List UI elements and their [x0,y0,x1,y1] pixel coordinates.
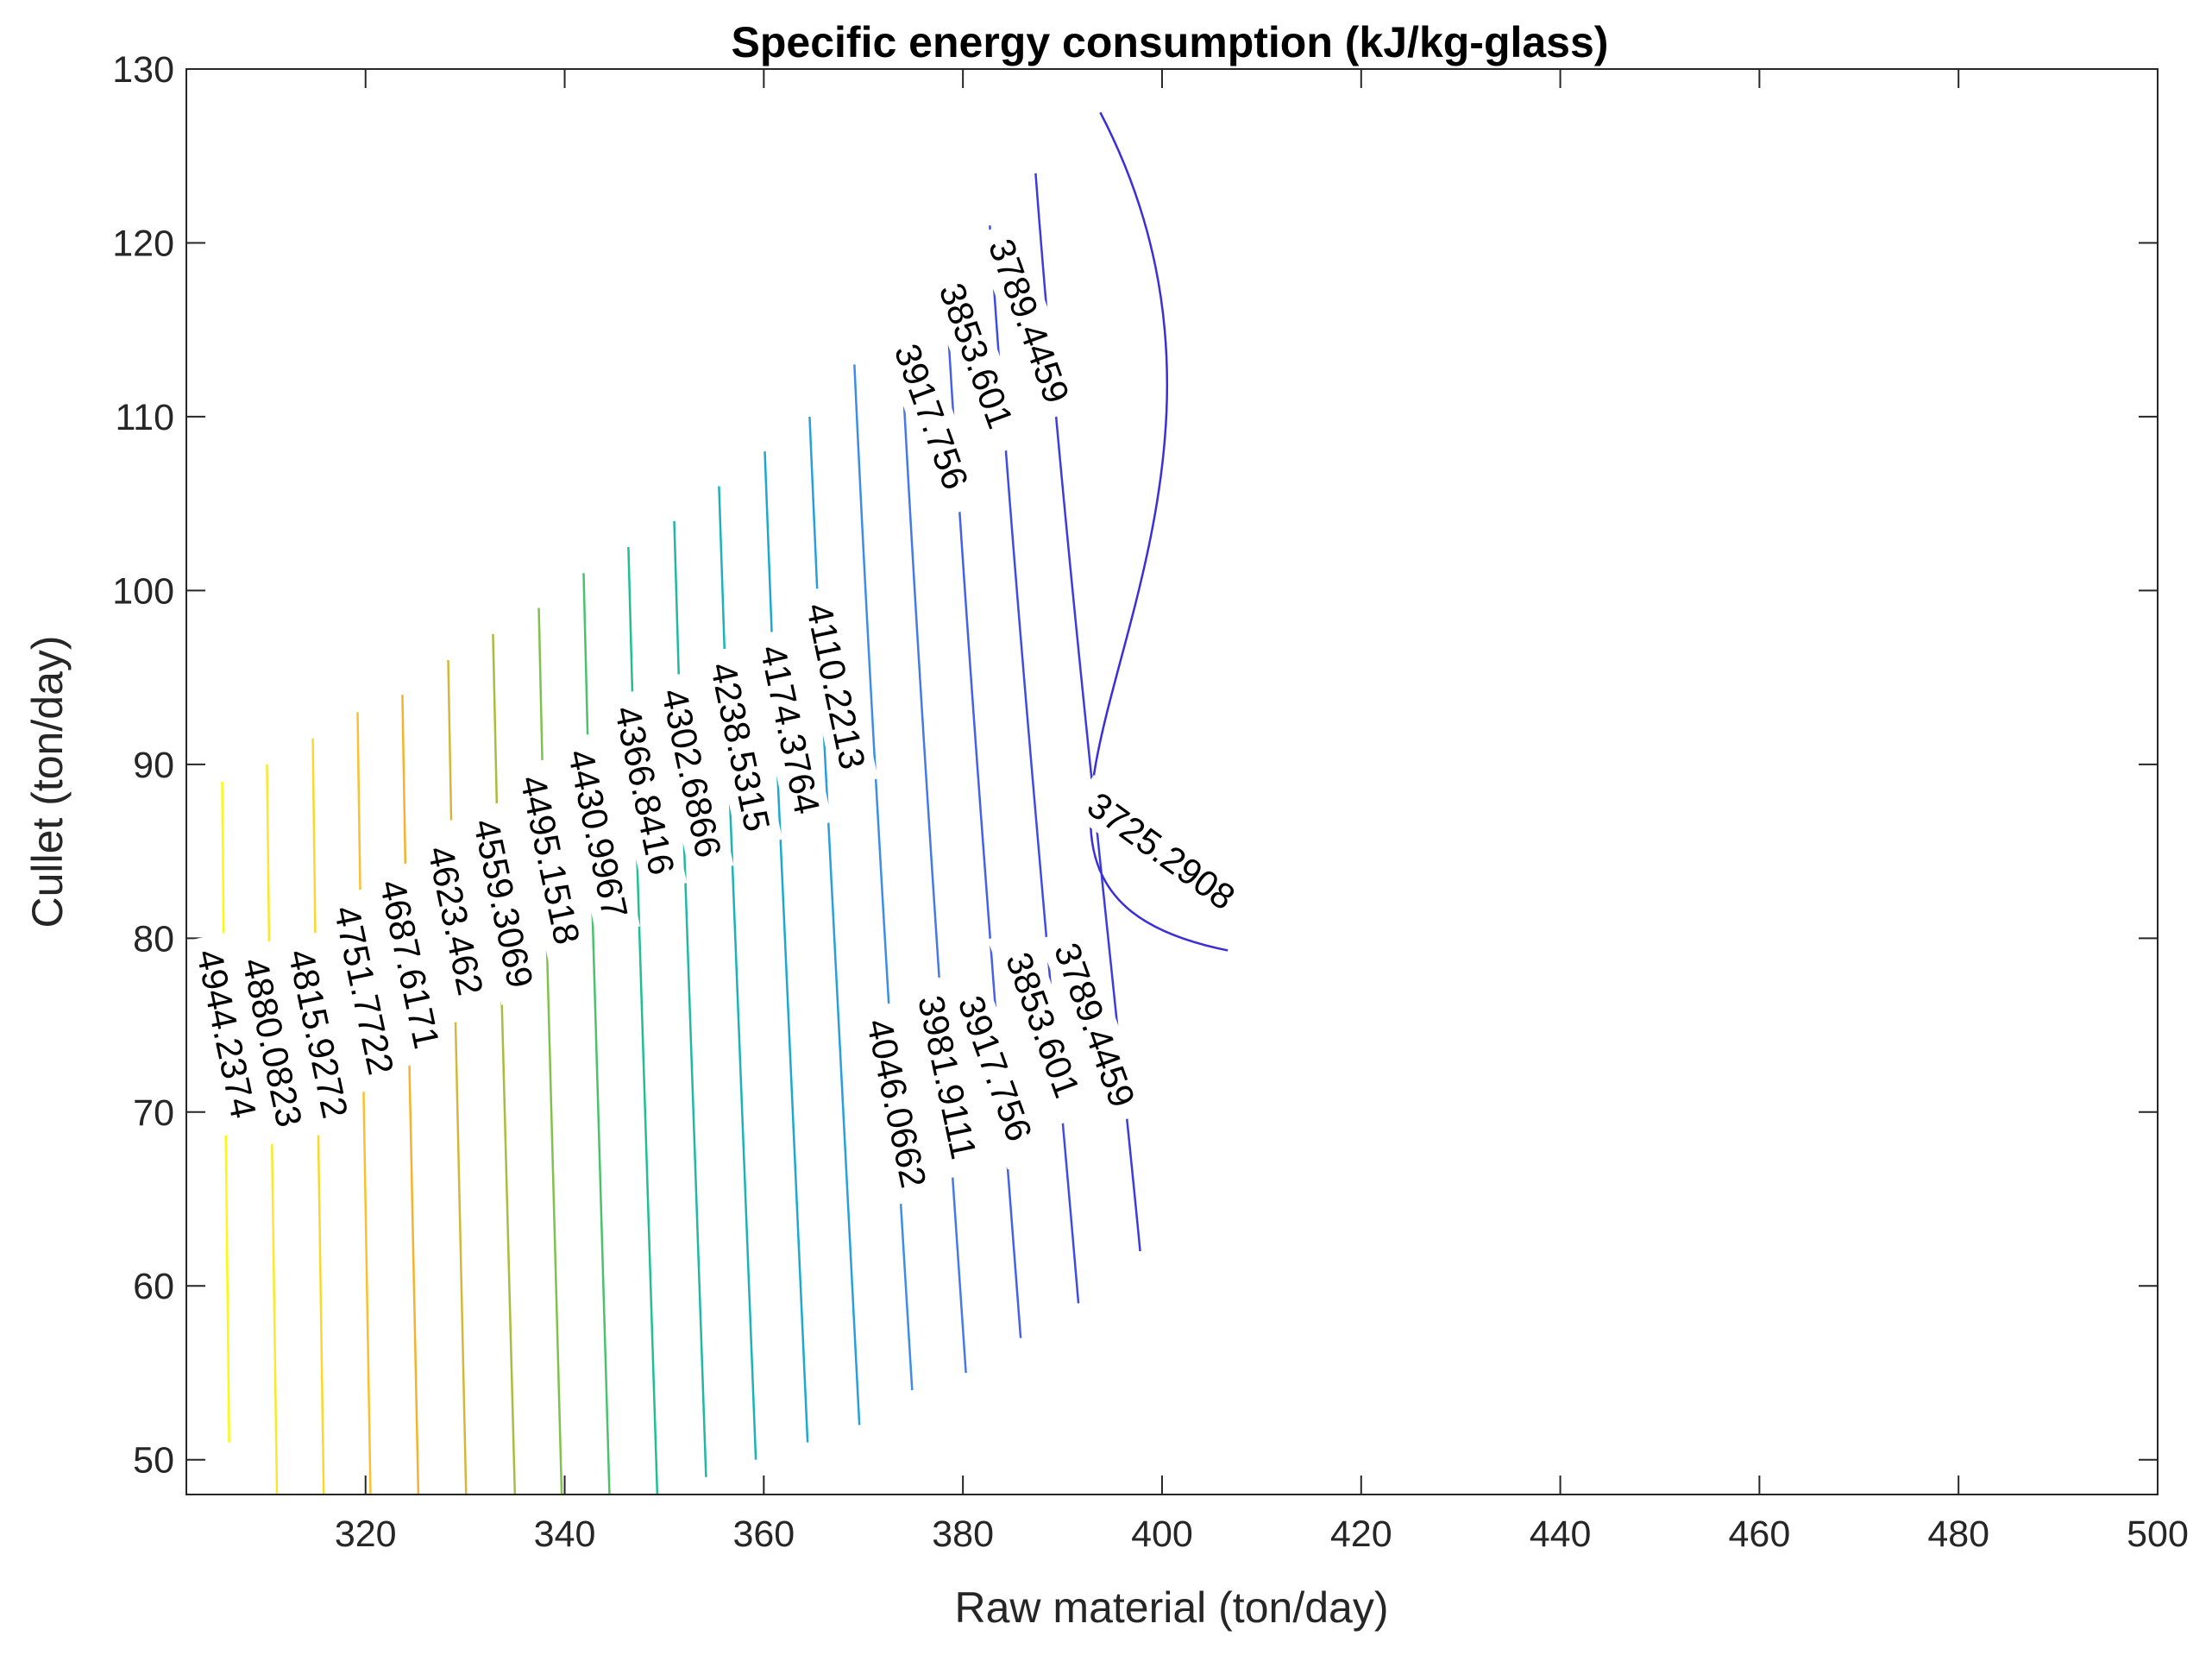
contour-line [266,764,279,1495]
x-tick-label: 320 [335,1513,397,1555]
contour-label-gap [904,975,990,1180]
y-tick-label: 50 [133,1440,174,1482]
y-tick-label: 120 [112,223,174,264]
x-axis-label: Raw material (ton/day) [955,1583,1389,1632]
contour-label-gap [506,758,593,962]
x-tick-label: 340 [534,1513,596,1555]
contour-line [853,364,914,1391]
contour-label-gap [183,932,269,1136]
y-axis-label: Cullet (ton/day) [23,635,72,928]
y-tick-label: 70 [133,1092,174,1134]
contour-label-gap [460,802,546,1005]
x-tick-label: 380 [932,1513,994,1555]
contour-label-gap [412,819,498,1023]
contour-label-gap [973,220,1084,423]
contour-label-gap [921,255,1031,457]
contour-line [764,451,809,1443]
contour-label-gap [853,1001,939,1205]
contour-label-gap [793,584,878,789]
contour-label-gap [747,627,833,832]
contour-label-gap [601,689,688,892]
y-tick-label: 100 [112,570,174,612]
y-tick-label: 60 [133,1266,174,1307]
contour-line [673,520,707,1477]
contour-label-gap [367,862,452,1067]
contour-label-gap [939,967,1050,1170]
contour-label-gap [229,941,315,1145]
contour-line [311,738,325,1495]
axis-ticks: 320 340 360 380 400 420 440 460 480 500 50 60 70 80 90… [112,49,2189,1555]
y-tick-label: 80 [133,918,174,960]
contour-line [401,695,420,1495]
contour-line [1089,111,1229,952]
contour-line [492,633,517,1495]
contour-line [221,781,230,1443]
contour-line [537,607,563,1495]
contour-line [899,330,967,1374]
plot-frame [185,68,2159,1495]
contour-label-gap [321,888,406,1092]
x-tick-label: 480 [1927,1513,1989,1555]
x-tick-label: 440 [1530,1513,1592,1555]
x-tick-label: 460 [1729,1513,1791,1555]
contour-label-gap [697,645,782,849]
y-tick-label: 110 [115,397,174,438]
contour-label-gap [648,671,734,875]
contour-label-gap [555,732,640,936]
contour-label-gap [876,315,986,518]
x-tick-label: 360 [732,1513,795,1555]
contour-lines [221,111,1229,1495]
y-tick-label: 130 [112,49,174,91]
x-tick-label: 500 [2127,1513,2189,1555]
contour-label-gap [987,924,1098,1127]
contour-line [718,486,757,1460]
x-tick-label: 400 [1131,1513,1193,1555]
x-tick-label: 420 [1330,1513,1392,1555]
chart-title: Specific energy consumption (kJ/kg-glass… [732,18,1609,66]
contour-line [356,712,372,1495]
contour-label-gap [274,932,361,1136]
contour-line [447,659,468,1495]
contour-line [582,573,611,1495]
y-tick-label: 90 [133,745,174,786]
contour-line [808,416,861,1425]
contour-label-gap [1067,774,1255,928]
contour-label-gap [1039,924,1150,1127]
